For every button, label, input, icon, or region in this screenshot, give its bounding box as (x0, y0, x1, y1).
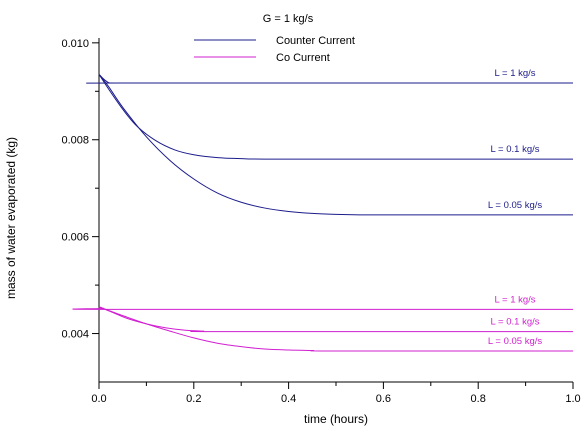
y-tick-label: 0.010 (61, 38, 89, 50)
x-tick-label: 0.0 (91, 393, 106, 405)
series-annotation: L = 0.1 kg/s (490, 317, 539, 328)
y-tick-label: 0.004 (61, 329, 89, 341)
x-tick-label: 1.0 (565, 393, 580, 405)
legend-label: Counter Current (276, 35, 355, 47)
series-annotation: L = 0.05 kg/s (488, 200, 543, 211)
x-tick-label: 0.8 (471, 393, 486, 405)
series-line (86, 73, 573, 84)
series-line (98, 306, 574, 352)
series-annotation: L = 0.05 kg/s (488, 336, 543, 347)
series-annotation: L = 0.1 kg/s (490, 144, 539, 155)
y-tick-label: 0.008 (61, 135, 89, 147)
y-axis-label: mass of water evaporated (kg) (4, 137, 18, 299)
chart-title: G = 1 kg/s (263, 13, 314, 25)
x-tick-label: 0.2 (186, 393, 201, 405)
series-line (98, 74, 573, 216)
legend-label: Co Current (276, 52, 330, 64)
x-axis-label: time (hours) (304, 412, 368, 426)
x-tick-label: 0.4 (281, 393, 296, 405)
axes: 0.0 0.2 0.4 0.6 0.8 1.0 0.004 0.006 0.008 0.010 (61, 38, 580, 405)
series-annotation: L = 1 kg/s (494, 294, 535, 305)
series-line (98, 306, 574, 333)
annotations: L = 1 kg/s L = 0.1 kg/s L = 0.05 kg/s L = 1… (488, 68, 543, 347)
y-tick-label: 0.006 (61, 232, 89, 244)
series-annotation: L = 1 kg/s (494, 68, 535, 79)
x-tick-label: 0.6 (376, 393, 391, 405)
series-line (98, 74, 574, 160)
legend: Counter Current Co Current (194, 35, 355, 64)
plot-area (72, 73, 574, 352)
